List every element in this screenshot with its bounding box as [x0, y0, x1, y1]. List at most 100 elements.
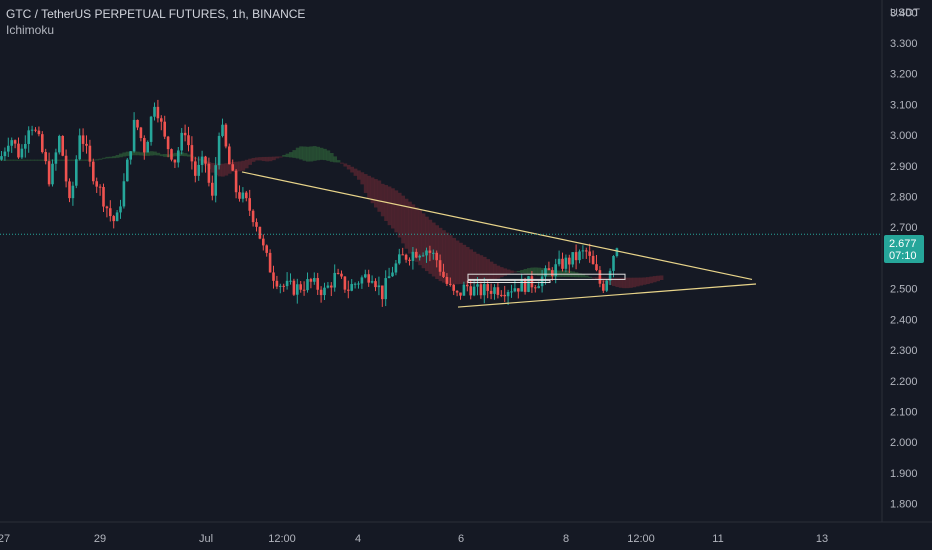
candle-body: [489, 290, 493, 294]
cloud-segment: [465, 246, 470, 284]
candle-body: [428, 250, 432, 253]
cloud-segment: [564, 270, 569, 277]
candle-body: [547, 268, 551, 271]
cloud-segment: [57, 159, 62, 161]
candle-body: [333, 272, 336, 288]
candle-body: [540, 276, 544, 287]
candle-body: [455, 290, 459, 293]
price-tick-label: 2.800: [890, 192, 918, 204]
candle-body: [112, 216, 115, 222]
candle-body: [143, 138, 146, 153]
candle-body: [204, 156, 207, 164]
candle-body: [68, 181, 71, 199]
candle-body: [493, 287, 496, 294]
candle-body: [30, 129, 34, 131]
candle-body: [571, 252, 574, 265]
cloud-segment: [278, 156, 283, 158]
candle-body: [17, 143, 20, 158]
candle-body: [391, 272, 394, 277]
candle-body: [238, 192, 241, 199]
cloud-segment: [448, 235, 453, 285]
candle-body: [462, 284, 466, 296]
candle-body: [200, 156, 204, 165]
cloud-segment: [353, 168, 358, 176]
cloud-segment: [85, 159, 89, 161]
candle-body: [503, 294, 506, 297]
indicator-label[interactable]: Ichimoku: [6, 23, 55, 37]
candle-body: [513, 288, 517, 292]
last-price-badge-bg: [884, 235, 924, 263]
cloud-segment: [479, 255, 484, 284]
cloud-segment: [248, 158, 252, 165]
candle-body: [612, 256, 615, 271]
candle-body: [459, 292, 462, 296]
cloud-segment: [520, 269, 524, 274]
price-axis: 3.400 3.300 3.200 3.100 3.000 2.900 2.800 2.700…: [881, 0, 932, 550]
time-tick-label: Jul: [199, 533, 213, 545]
candle-body: [479, 284, 483, 296]
cloud-segment: [622, 277, 626, 289]
candle-body: [221, 124, 224, 136]
cloud-segment: [306, 146, 310, 162]
candle-body: [309, 279, 313, 282]
cloud-segment: [656, 275, 660, 282]
cloud-segment: [163, 154, 167, 157]
cloud-segment: [350, 166, 354, 173]
candle-body: [401, 254, 404, 256]
candle-body: [214, 165, 217, 196]
cloud-segment: [455, 240, 460, 285]
cloud-segment: [136, 151, 140, 156]
candle-body: [187, 135, 190, 146]
candle-body: [92, 161, 95, 182]
candle-body: [20, 148, 24, 158]
candle-body: [255, 222, 258, 227]
cloud-segment: [61, 159, 65, 161]
cloud-segment: [40, 159, 45, 161]
cloud-segment: [374, 179, 378, 208]
cloud-segment: [285, 153, 290, 158]
price-tick-label: 3.300: [890, 38, 918, 50]
candle-body: [160, 118, 163, 122]
candle-body: [306, 279, 309, 291]
cloud-segment: [513, 271, 518, 273]
time-tick-label: 12:00: [627, 533, 655, 545]
candle-body: [47, 161, 51, 185]
cloud-segment: [159, 154, 164, 157]
candle-body: [37, 130, 41, 135]
candle-body: [340, 273, 343, 277]
time-tick-label: 6: [458, 533, 464, 545]
candle-body: [156, 106, 160, 119]
cloud-segment: [581, 274, 586, 278]
candle-body: [438, 260, 442, 272]
cloud-segment: [578, 273, 582, 278]
cloud-segment: [574, 272, 579, 278]
candle-body: [551, 270, 554, 277]
cloud-segment: [516, 270, 521, 273]
candle-body: [557, 258, 561, 265]
candle-body: [265, 245, 268, 253]
candle-body: [517, 288, 520, 292]
candle-body: [173, 159, 177, 163]
cloud-segment: [292, 150, 297, 158]
cloud-segment: [510, 270, 514, 274]
candle-body: [377, 285, 381, 288]
candle-body: [71, 185, 75, 199]
price-tick-label: 2.500: [890, 284, 918, 296]
candle-body: [275, 280, 279, 287]
candle-body: [404, 254, 408, 260]
price-tick-label: 1.900: [890, 468, 918, 480]
candle-body: [568, 257, 571, 265]
candle-body: [183, 132, 187, 136]
candle-body: [180, 132, 183, 151]
candle-body: [486, 284, 489, 291]
cloud-segment: [336, 160, 341, 163]
candle-body: [126, 159, 129, 182]
cloud-segment: [221, 163, 225, 177]
cloud-segment: [210, 162, 215, 173]
cloud-segment: [499, 267, 504, 278]
candle-body: [588, 251, 591, 256]
cloud-segment: [309, 146, 314, 162]
cloud-segment: [646, 277, 650, 285]
